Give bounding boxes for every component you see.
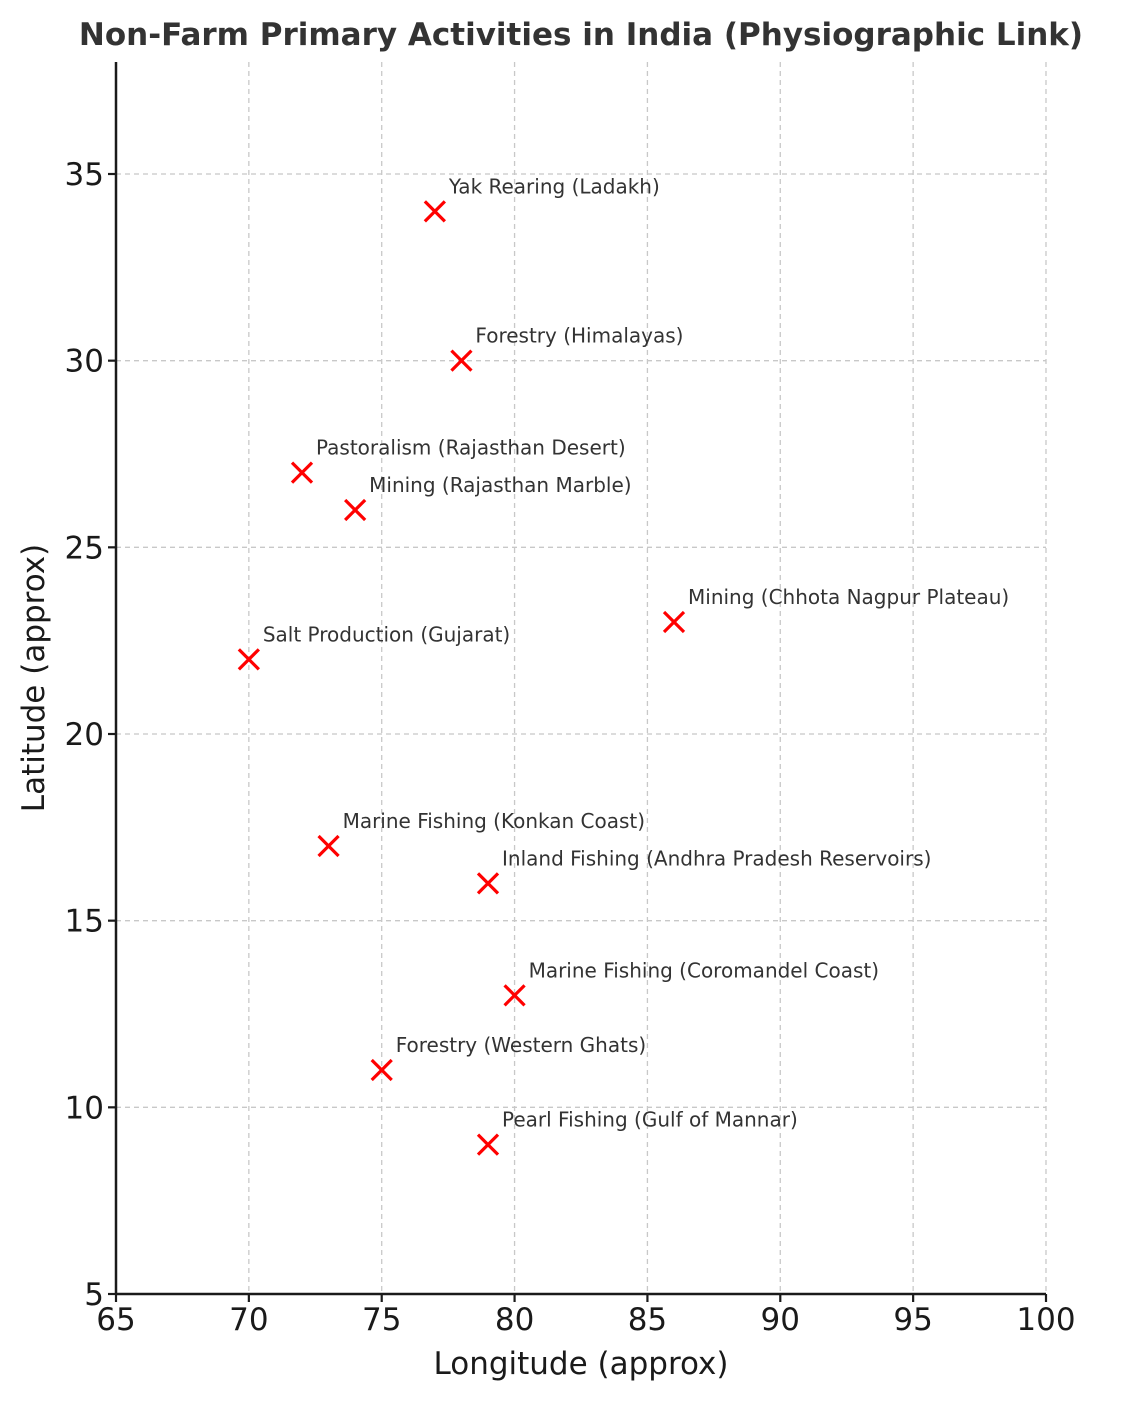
x-tick-label: 90 xyxy=(761,1302,800,1338)
x-tick-label: 95 xyxy=(893,1302,932,1338)
x-marker-stroke xyxy=(344,498,367,522)
point-label: Mining (Rajasthan Marble) xyxy=(369,473,631,497)
data-point: Marine Fishing (Coromandel Coast) xyxy=(503,958,880,1007)
x-tick-label: 75 xyxy=(362,1302,401,1338)
data-point: Pearl Fishing (Gulf of Mannar) xyxy=(476,1108,798,1156)
y-axis-label: Latitude (approx) xyxy=(16,544,52,812)
x-tick-label: 65 xyxy=(96,1302,135,1338)
x-marker-stroke xyxy=(503,984,526,1007)
data-point: Forestry (Western Ghats) xyxy=(370,1033,646,1082)
x-tick-label: 85 xyxy=(628,1302,667,1338)
data-point: Mining (Chhota Nagpur Plateau) xyxy=(662,585,1009,634)
y-tick-label: 35 xyxy=(65,157,104,193)
x-axis-label: Longitude (approx) xyxy=(434,1346,729,1382)
data-point: Mining (Rajasthan Marble) xyxy=(344,473,632,522)
x-marker-stroke xyxy=(476,1133,500,1156)
chart-title: Non-Farm Primary Activities in India (Ph… xyxy=(79,17,1083,53)
point-label: Mining (Chhota Nagpur Plateau) xyxy=(688,585,1009,609)
y-tick-label: 30 xyxy=(65,344,104,380)
x-tick-label: 80 xyxy=(495,1302,534,1338)
x-marker-stroke xyxy=(370,1058,393,1082)
y-tick-label: 25 xyxy=(65,530,104,566)
x-marker-stroke xyxy=(662,610,686,634)
data-point: Forestry (Himalayas) xyxy=(450,324,683,372)
point-label: Pastoralism (Rajasthan Desert) xyxy=(316,436,626,460)
x-marker-stroke xyxy=(290,461,314,484)
grid xyxy=(116,62,1047,1294)
y-tick-label: 10 xyxy=(65,1090,104,1126)
x-marker-stroke xyxy=(317,834,340,858)
point-label: Marine Fishing (Coromandel Coast) xyxy=(529,958,880,982)
x-marker-stroke xyxy=(423,200,446,223)
axes-spines xyxy=(114,62,1046,1296)
data-point: Marine Fishing (Konkan Coast) xyxy=(317,809,645,858)
x-tick-label: 100 xyxy=(1016,1302,1075,1338)
point-label: Yak Rearing (Ladakh) xyxy=(448,174,660,198)
data-point: Salt Production (Gujarat) xyxy=(237,622,510,671)
x-marker-stroke xyxy=(450,349,473,372)
x-marker-stroke xyxy=(237,648,260,671)
data-point: Inland Fishing (Andhra Pradesh Reservoir… xyxy=(476,846,931,895)
point-label: Pearl Fishing (Gulf of Mannar) xyxy=(502,1108,798,1132)
point-label: Salt Production (Gujarat) xyxy=(263,622,510,646)
data-point: Pastoralism (Rajasthan Desert) xyxy=(290,436,626,484)
data-point: Yak Rearing (Ladakh) xyxy=(423,174,660,223)
y-tick-label: 15 xyxy=(65,904,104,940)
x-tick-label: 70 xyxy=(229,1302,268,1338)
y-tick-label: 5 xyxy=(84,1277,104,1313)
data-points: Yak Rearing (Ladakh) Forestry (Himalayas)… xyxy=(237,174,1009,1156)
point-label: Forestry (Himalayas) xyxy=(475,324,683,348)
axis-ticks: 65 70 75 80 85 90 95 100 5 10 15 20 25 30 35 xyxy=(65,157,1076,1338)
point-label: Forestry (Western Ghats) xyxy=(396,1033,646,1057)
y-tick-label: 20 xyxy=(65,717,104,753)
point-label: Marine Fishing (Konkan Coast) xyxy=(343,809,645,833)
point-label: Inland Fishing (Andhra Pradesh Reservoir… xyxy=(502,846,931,870)
x-marker-stroke xyxy=(476,872,500,895)
